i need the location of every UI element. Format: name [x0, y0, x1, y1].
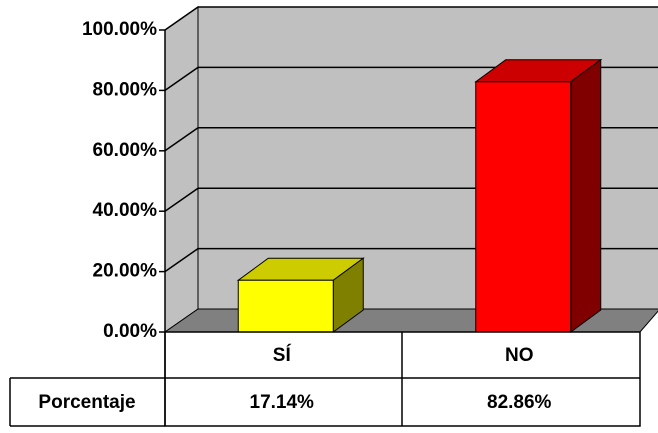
bar — [237, 279, 334, 333]
side-wall — [164, 6, 199, 333]
bars — [236, 58, 603, 333]
grid-line — [164, 6, 658, 31]
y-tick-label: 40.00% — [93, 200, 158, 221]
category-label: NO — [505, 345, 534, 366]
y-tick-label: 0.00% — [103, 321, 157, 342]
category-label: SÍ — [273, 344, 292, 366]
y-tick-label: 100.00% — [82, 19, 157, 40]
y-tick-label: 60.00% — [93, 140, 158, 161]
data-label: 17.14% — [250, 392, 315, 413]
series-name: Porcentaje — [38, 392, 135, 413]
bar-side — [570, 58, 602, 333]
bar — [475, 81, 572, 333]
data-label: 82.86% — [487, 392, 552, 413]
y-tick-label: 80.00% — [93, 79, 158, 100]
y-tick-label: 20.00% — [93, 261, 158, 282]
